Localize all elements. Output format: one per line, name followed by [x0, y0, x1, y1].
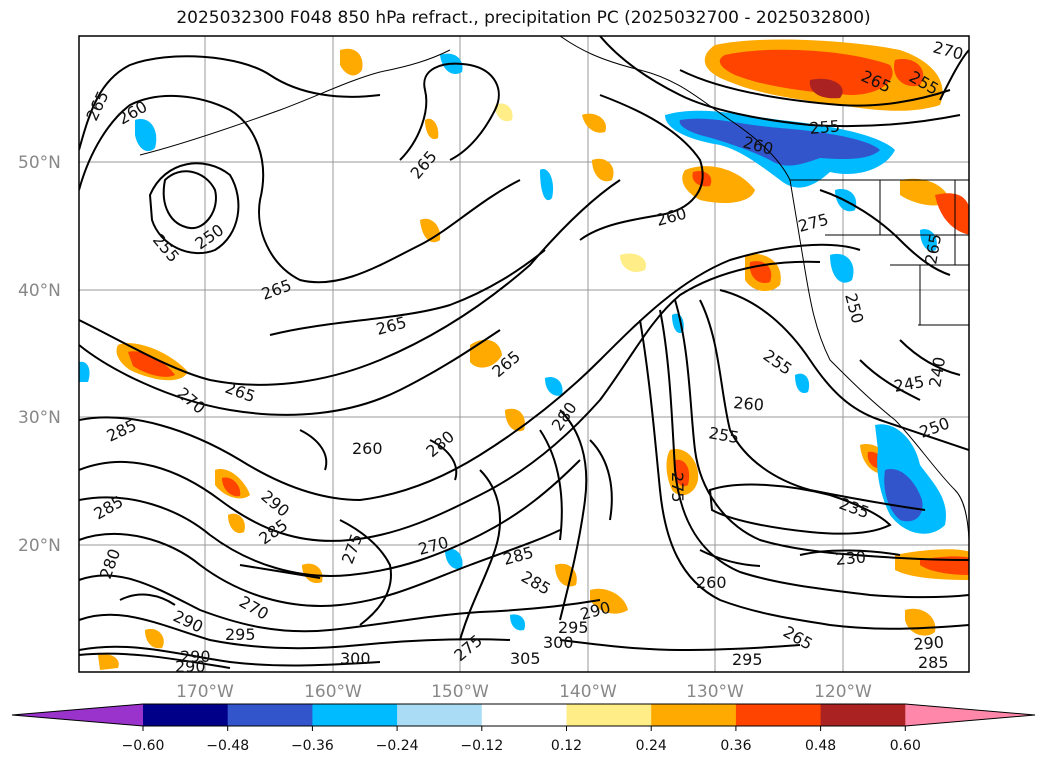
colorbar-segment — [312, 704, 398, 726]
colorbar-tick-label: −0.12 — [460, 738, 503, 754]
colorbar-segment — [651, 704, 737, 726]
lon-label: 130°W — [686, 682, 744, 702]
contour-label: 300 — [340, 649, 371, 668]
lon-label: 170°W — [176, 682, 234, 702]
contour-label: 290 — [175, 657, 206, 676]
map-title: 2025032300 F048 850 hPa refract., precip… — [176, 8, 871, 28]
contour-label: 260 — [352, 439, 383, 458]
colorbar-tick-label: 0.60 — [890, 738, 921, 754]
lon-label: 140°W — [559, 682, 617, 702]
contour-label: 290 — [913, 632, 945, 654]
colorbar-segment — [227, 704, 313, 726]
colorbar-tick-label: 0.48 — [805, 738, 836, 754]
contour-label: 275 — [668, 472, 687, 503]
contour-label: 300 — [543, 633, 574, 652]
contour-label: 295 — [558, 618, 589, 637]
lat-label: 50°N — [18, 153, 61, 173]
colorbar-tick-label: 0.12 — [551, 738, 582, 754]
contour-label: 285 — [918, 653, 949, 672]
colorbar-segment — [481, 704, 567, 726]
lon-label: 160°W — [304, 682, 362, 702]
lat-label: 30°N — [18, 408, 61, 428]
colorbar-segment — [735, 704, 822, 726]
contour-label: 260 — [733, 393, 765, 415]
colorbar-segment — [397, 704, 483, 726]
lat-label: 40°N — [18, 281, 61, 301]
contour-label: 305 — [510, 649, 541, 668]
contour-label: 255 — [809, 116, 841, 138]
colorbar-tick-label: 0.24 — [636, 738, 667, 754]
contour-label: 230 — [835, 547, 867, 569]
lon-label: 150°W — [431, 682, 489, 702]
map-border — [78, 35, 970, 673]
colorbar-tick-label: 0.36 — [720, 738, 751, 754]
contour-label: 260 — [696, 573, 727, 592]
colorbar: −0.60 −0.48 −0.36 −0.24 −0.12 0.12 0.24 0.36 0.4… — [11, 703, 1036, 754]
colorbar-extend-high — [905, 704, 1035, 726]
precip-positive-areas — [98, 39, 969, 670]
colorbar-segment — [566, 704, 652, 726]
colorbar-segment — [820, 704, 906, 726]
contour-label: 295 — [732, 650, 763, 669]
colorbar-tick-label: −0.48 — [206, 738, 249, 754]
colorbar-tick-label: −0.60 — [122, 738, 165, 754]
refractivity-contours — [79, 36, 969, 669]
contour-label: 290 — [180, 647, 211, 666]
lon-label: 120°W — [814, 682, 872, 702]
colorbar-extend-low — [12, 704, 143, 726]
precip-negative-areas — [79, 53, 946, 631]
coastlines — [139, 36, 969, 541]
colorbar-tick-label: −0.36 — [291, 738, 334, 754]
colorbar-tick-label: −0.24 — [376, 738, 419, 754]
contour-label: 295 — [225, 625, 256, 644]
lat-label: 20°N — [18, 536, 61, 556]
colorbar-segment — [143, 704, 229, 726]
